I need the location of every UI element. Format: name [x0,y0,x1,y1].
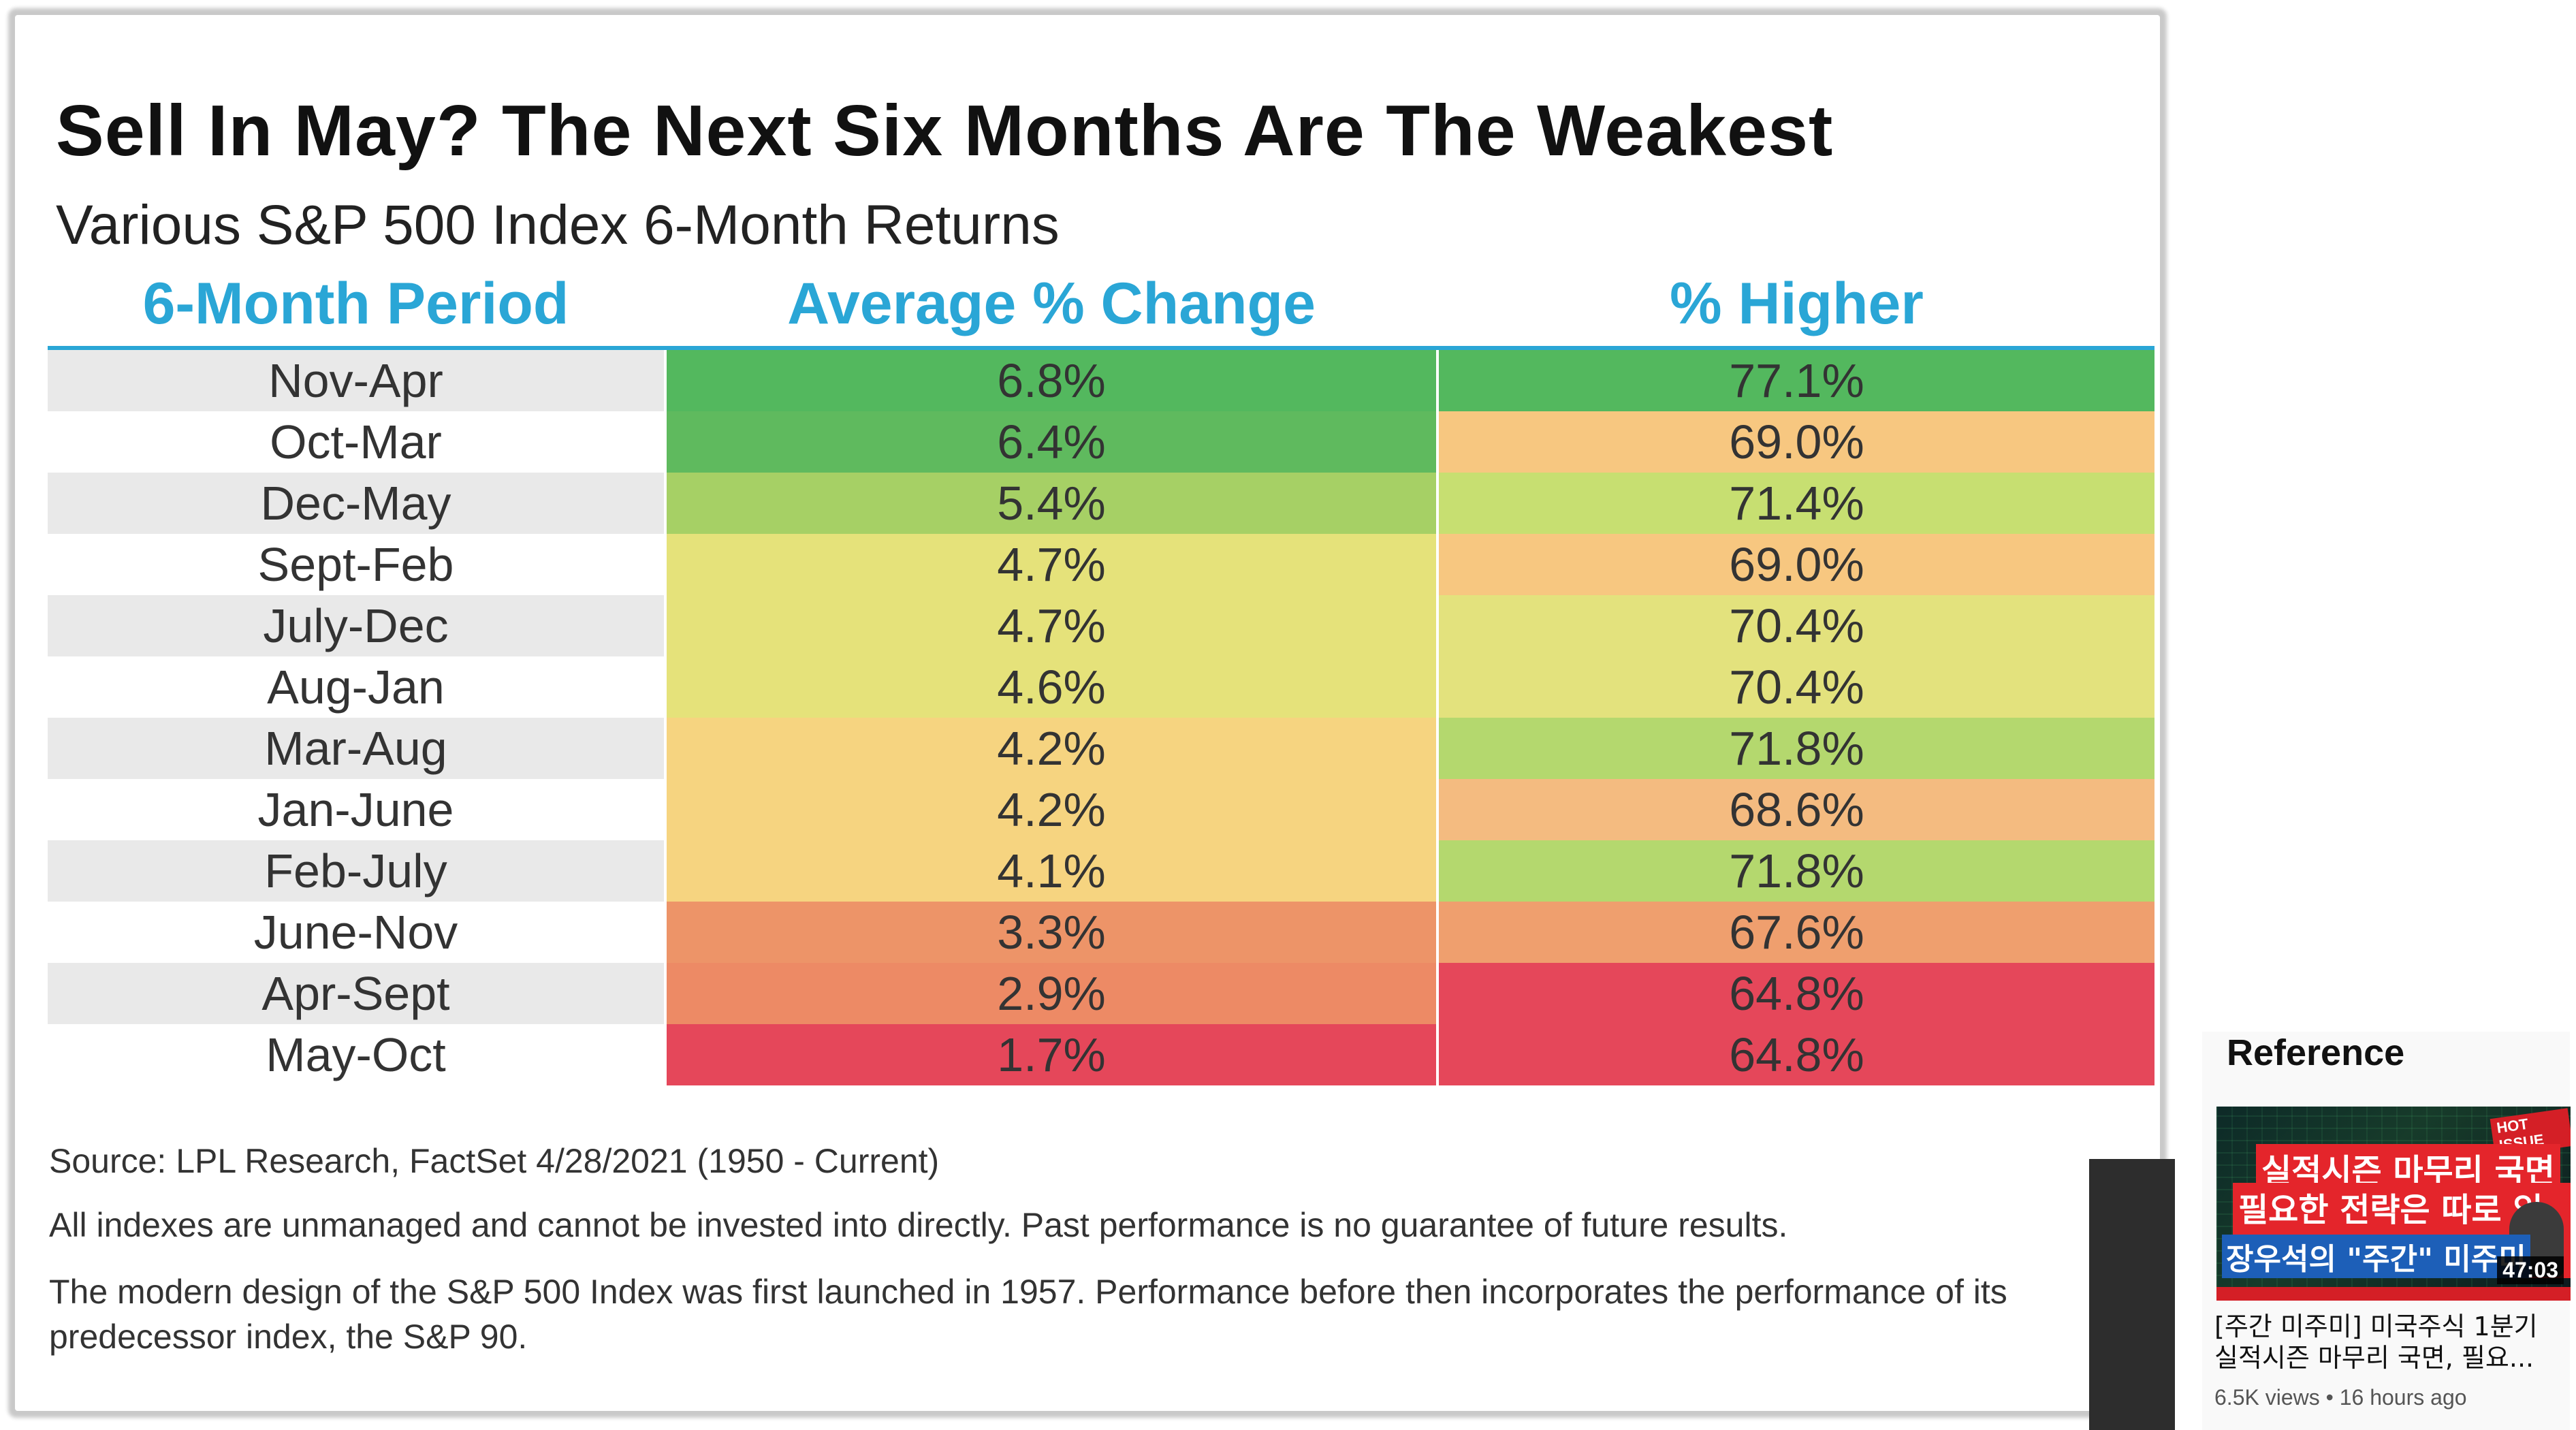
percent-higher-cell: 69.0% [1439,534,2154,595]
table-row: Sept-Feb 4.7% 69.0% [48,534,2154,595]
table-row: Oct-Mar 6.4% 69.0% [48,411,2154,473]
index-history-note: The modern design of the S&P 500 Index w… [49,1273,2007,1356]
average-change-cell: 1.7% [667,1024,1436,1085]
average-change-cell: 4.6% [667,656,1436,718]
period-cell: June-Nov [48,902,664,963]
period-cell: Aug-Jan [48,656,664,718]
column-header-average: Average % Change [787,271,1316,336]
average-change-cell: 4.2% [667,779,1436,840]
period-cell: Feb-July [48,840,664,902]
period-cell: Dec-May [48,473,664,534]
chart-title: Sell In May? The Next Six Months Are The… [56,91,1834,171]
table-row: Feb-July 4.1% 71.8% [48,840,2154,902]
disclaimer-note: All indexes are unmanaged and cannot be … [49,1206,1788,1244]
period-cell: Jan-June [48,779,664,840]
percent-higher-cell: 70.4% [1439,656,2154,718]
percent-higher-cell: 70.4% [1439,595,2154,656]
table-row: June-Nov 3.3% 67.6% [48,902,2154,963]
average-change-cell: 2.9% [667,963,1436,1024]
table-row: Jan-June 4.2% 68.6% [48,779,2154,840]
average-change-cell: 6.8% [667,350,1436,411]
percent-higher-cell: 64.8% [1439,963,2154,1024]
reference-video-title[interactable]: [주간 미주미] 미국주식 1분기 실적시즌 마무리 국면, 필요... [2214,1312,2538,1373]
average-change-cell: 4.7% [667,595,1436,656]
average-change-cell: 4.1% [667,840,1436,902]
period-cell: Nov-Apr [48,350,664,411]
period-cell: May-Oct [48,1024,664,1085]
video-player-edge [2089,1159,2175,1430]
column-header-period: 6-Month Period [142,271,569,336]
period-cell: July-Dec [48,595,664,656]
reference-video-meta: 6.5K views • 16 hours ago [2214,1385,2467,1410]
average-change-cell: 6.4% [667,411,1436,473]
average-change-cell: 3.3% [667,902,1436,963]
table-row: May-Oct 1.7% 64.8% [48,1024,2154,1085]
percent-higher-cell: 71.8% [1439,718,2154,779]
average-change-cell: 4.7% [667,534,1436,595]
source-note: Source: LPL Research, FactSet 4/28/2021 … [49,1142,940,1180]
table-row: Apr-Sept 2.9% 64.8% [48,963,2154,1024]
video-duration: 47:03 [2497,1256,2564,1284]
data-table: Nov-Apr 6.8% 77.1% Oct-Mar 6.4% 69.0% Dec-May 5… [48,350,2154,1085]
header-divider [48,346,2154,350]
average-change-cell: 4.2% [667,718,1436,779]
table-row: July-Dec 4.7% 70.4% [48,595,2154,656]
percent-higher-cell: 69.0% [1439,411,2154,473]
period-cell: Oct-Mar [48,411,664,473]
chart-card: Sell In May? The Next Six Months Are The… [15,15,2160,1411]
percent-higher-cell: 64.8% [1439,1024,2154,1085]
table-row: Dec-May 5.4% 71.4% [48,473,2154,534]
table-row: Mar-Aug 4.2% 71.8% [48,718,2154,779]
percent-higher-cell: 67.6% [1439,902,2154,963]
percent-higher-cell: 71.4% [1439,473,2154,534]
percent-higher-cell: 77.1% [1439,350,2154,411]
table-row: Nov-Apr 6.8% 77.1% [48,350,2154,411]
period-cell: Apr-Sept [48,963,664,1024]
thumbnail-caption-3: 장우석의 "주간" 미주미 [2222,1235,2530,1278]
thumbnail-bottom-strip [2216,1287,2571,1301]
video-thumbnail[interactable]: HOT ISSUE 실적시즌 마무리 국면 필요한 전략은 따로 있다 장우석의… [2216,1107,2571,1301]
percent-higher-cell: 68.6% [1439,779,2154,840]
average-change-cell: 5.4% [667,473,1436,534]
percent-higher-cell: 71.8% [1439,840,2154,902]
period-cell: Mar-Aug [48,718,664,779]
column-header-higher: % Higher [1670,271,1924,336]
reference-heading: Reference [2227,1032,2405,1073]
chart-subtitle: Various S&P 500 Index 6-Month Returns [56,194,1060,256]
table-row: Aug-Jan 4.6% 70.4% [48,656,2154,718]
period-cell: Sept-Feb [48,534,664,595]
